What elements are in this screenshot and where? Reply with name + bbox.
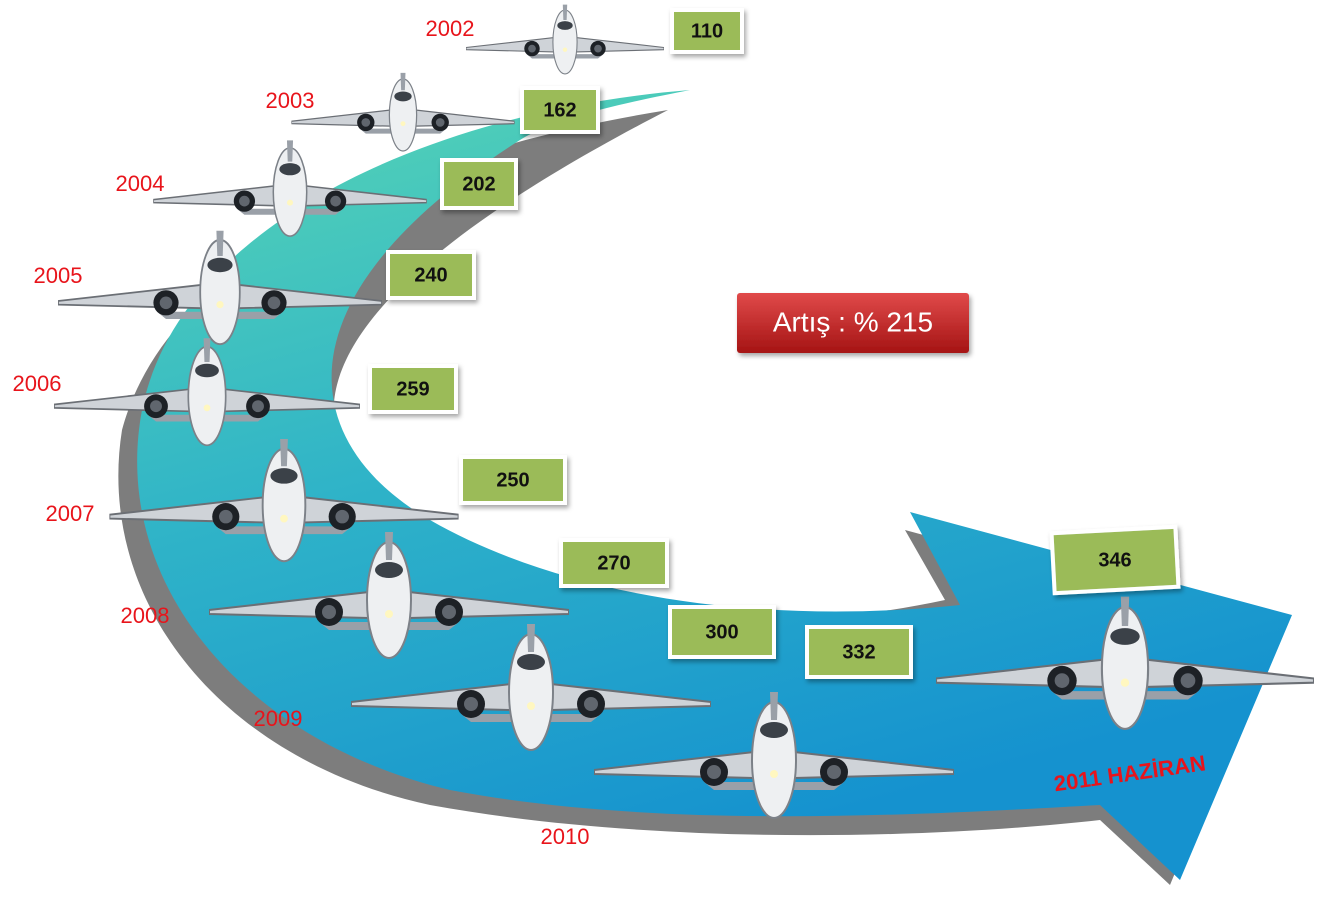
year-label: 2008	[121, 603, 170, 628]
value-label: 110	[691, 20, 723, 42]
diagram: Artış : % 215 2002 110 2003 162 2004 202 2005 2…	[0, 0, 1335, 907]
increase-callout: Artış : % 215	[737, 293, 969, 353]
year-label: 2003	[266, 88, 315, 113]
value-label: 162	[543, 99, 576, 121]
year-label: 2007	[46, 501, 95, 526]
value-label: 346	[1098, 549, 1131, 571]
page: Artış : % 215 2002 110 2003 162 2004 202 2005 2…	[0, 0, 1335, 907]
value-label: 240	[414, 264, 447, 286]
value-label: 332	[842, 641, 875, 663]
increase-label: Artış : % 215	[773, 306, 933, 337]
year-label: 2006	[13, 371, 62, 396]
value-label: 250	[496, 469, 529, 491]
value-label: 300	[705, 621, 738, 643]
value-label: 202	[462, 173, 495, 195]
year-label: 2010	[541, 824, 590, 849]
value-label: 270	[597, 552, 630, 574]
year-label: 2002	[426, 16, 475, 41]
year-label: 2009	[254, 706, 303, 731]
plane	[466, 5, 664, 74]
year-label: 2004	[116, 171, 165, 196]
year-label: 2005	[34, 263, 83, 288]
value-label: 259	[396, 378, 429, 400]
